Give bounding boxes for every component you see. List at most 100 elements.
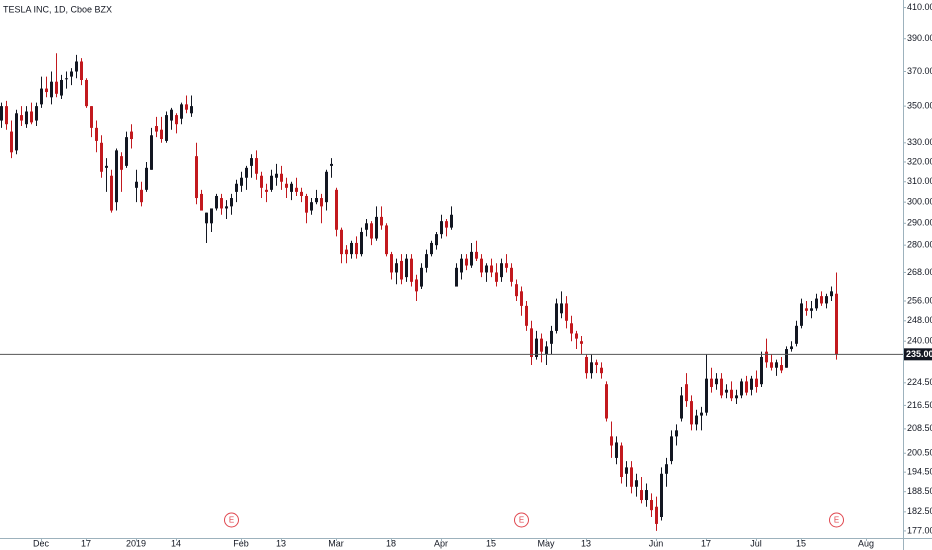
earnings-marker-label: E (834, 516, 839, 525)
x-tick-label: 2019 (126, 538, 146, 548)
candle-body (670, 436, 673, 462)
candle-body (485, 265, 488, 273)
candle-body (570, 323, 573, 334)
candle-body (325, 171, 328, 203)
candle-body (355, 242, 358, 255)
x-tick-label: 15 (486, 538, 496, 548)
last-price-label: 235.00 (906, 349, 932, 359)
x-tick-label: 15 (796, 538, 806, 548)
candle-body (95, 127, 98, 141)
y-tick-label: 208.50 (907, 423, 932, 433)
candle-body (740, 381, 743, 396)
candle-body (645, 490, 648, 501)
candle-body (380, 216, 383, 226)
candle-body (230, 198, 233, 207)
chart-title: TESLA INC, 1D, Cboe BZX (3, 4, 112, 14)
candle-body (520, 291, 523, 306)
candle-body (540, 338, 543, 352)
x-tick-label: Aug (858, 538, 874, 548)
candle-body (615, 442, 618, 458)
candle-body (280, 173, 283, 182)
earnings-marker-label: E (229, 516, 234, 525)
candle-body (140, 189, 143, 203)
candle-body (425, 254, 428, 268)
candle-body (705, 378, 708, 413)
candle-body (345, 249, 348, 255)
y-tick-label: 177.00 (907, 525, 932, 535)
candle-body (20, 115, 23, 121)
candle-body (795, 325, 798, 344)
candle-body (690, 401, 693, 425)
candle-body (625, 467, 628, 474)
candle-body (360, 231, 363, 255)
x-tick-label: Feb (233, 538, 249, 548)
candle-body (90, 106, 93, 128)
candle-body (70, 71, 73, 77)
candle-body (835, 293, 838, 355)
x-tick-label: 13 (581, 538, 591, 548)
candle-body (410, 258, 413, 282)
candle-body (635, 480, 638, 487)
y-tick-label: 248.00 (907, 315, 932, 325)
x-tick-label: Dec (33, 538, 50, 548)
candle-body (760, 356, 763, 385)
candle-body (15, 113, 18, 151)
y-tick-label: 330.00 (907, 137, 932, 147)
candle-body (350, 242, 353, 255)
candle-body (700, 412, 703, 416)
candle-body (555, 303, 558, 331)
candle-body (420, 267, 423, 287)
candle-body (490, 265, 493, 273)
candle-body (820, 296, 823, 304)
candle-body (110, 175, 113, 211)
candle-body (825, 296, 828, 304)
candle-body (755, 378, 758, 387)
candle-body (145, 167, 148, 190)
y-tick-label: 280.00 (907, 240, 932, 250)
candle-body (450, 214, 453, 228)
candle-body (600, 367, 603, 374)
candle-body (610, 436, 613, 446)
candle-body (405, 258, 408, 278)
candle-body (5, 106, 8, 125)
candle-body (35, 106, 38, 121)
candle-body (675, 430, 678, 437)
candle-body (505, 263, 508, 268)
candle-body (565, 303, 568, 321)
candle-body (385, 225, 388, 255)
y-tick-label: 200.50 (907, 448, 932, 458)
candle-body (320, 198, 323, 207)
candle-body (725, 389, 728, 393)
y-tick-label: 300.00 (907, 197, 932, 207)
y-tick-label: 188.50 (907, 486, 932, 496)
y-tick-label: 216.50 (907, 400, 932, 410)
candle-body (775, 362, 778, 368)
candle-body (245, 167, 248, 178)
candle-body (715, 378, 718, 385)
x-tick-label: Jun (649, 538, 664, 548)
candle-body (40, 88, 43, 105)
candle-body (185, 104, 188, 110)
candle-body (655, 506, 658, 524)
candle-body (765, 351, 768, 363)
candle-body (400, 260, 403, 280)
candle-body (340, 229, 343, 255)
candle-body (220, 198, 223, 209)
candle-body (290, 183, 293, 192)
candle-body (60, 79, 63, 96)
candle-body (50, 81, 53, 98)
candle-body (375, 216, 378, 239)
candle-body (10, 131, 13, 153)
x-tick-label: Mar (328, 538, 344, 548)
candle-body (260, 175, 263, 188)
candle-body (470, 251, 473, 266)
candle-body (830, 291, 833, 297)
candle-body (195, 156, 198, 199)
y-tick-label: 182.50 (907, 506, 932, 516)
candle-body (545, 346, 548, 355)
candle-body (525, 305, 528, 326)
candle-body (735, 395, 738, 399)
earnings-marker (514, 512, 529, 528)
candle-body (250, 158, 253, 166)
